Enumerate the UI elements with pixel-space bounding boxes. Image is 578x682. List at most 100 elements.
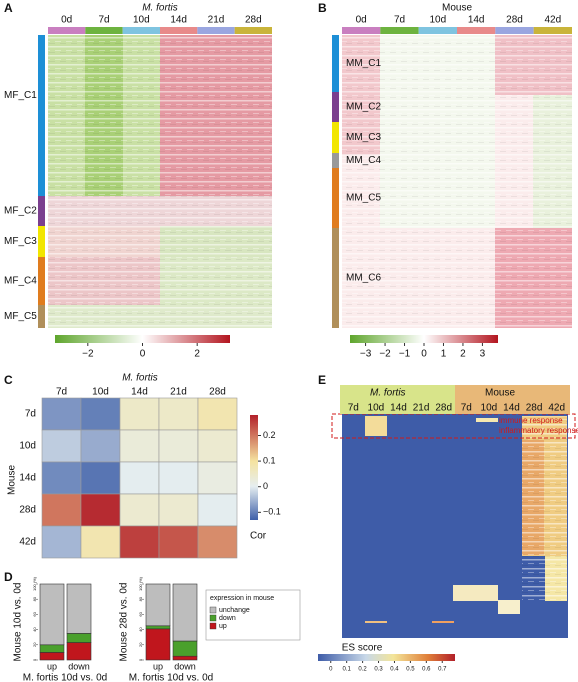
column-label: 42d <box>548 403 565 414</box>
column-label: 21d <box>208 15 225 26</box>
column-label: 14d <box>468 15 485 26</box>
group-label: M. fortis <box>370 388 406 399</box>
column-label: 10d <box>481 403 498 414</box>
bar-segment <box>172 640 198 657</box>
cluster-bar <box>38 35 45 196</box>
row-label: 42d <box>19 537 36 548</box>
cluster-bar <box>38 226 45 257</box>
column-label: 14d <box>503 403 520 414</box>
bar-segment <box>39 583 65 646</box>
bar-segment <box>172 583 198 642</box>
panel-title: M. fortis <box>122 373 158 384</box>
column-label: 14d <box>390 403 407 414</box>
y-tick-label: 40 <box>138 627 143 632</box>
y-tick-label: 60 <box>138 611 143 616</box>
panel-title: Mouse <box>442 3 472 14</box>
legend-box <box>205 589 301 641</box>
colorbar-tick-label: 0.6 <box>422 667 431 673</box>
colorbar-tick-label: −2 <box>379 349 391 360</box>
heat-cell <box>197 493 238 527</box>
cluster-label: MM_C4 <box>346 155 381 166</box>
colorbar-tick-label: 0 <box>140 349 146 360</box>
heat-cell <box>41 461 82 495</box>
bar-segment <box>66 583 92 634</box>
heat-cell <box>41 493 82 527</box>
column-bar <box>122 27 160 34</box>
column-bar <box>342 27 381 34</box>
y-tick-label: 20 <box>32 642 37 647</box>
panel-title: M. fortis <box>142 3 178 14</box>
colorbar-tick-label: 0.3 <box>374 667 383 673</box>
colorbar-tick-label: 0.7 <box>438 667 447 673</box>
annotation: immune response <box>499 416 563 425</box>
heat-cell <box>119 429 160 463</box>
column-bar <box>48 27 86 34</box>
column-label: 10d <box>92 387 109 398</box>
heat-cell <box>158 525 199 559</box>
cluster-bar <box>332 228 339 328</box>
bar-segment <box>172 655 198 661</box>
heat-cell <box>197 525 238 559</box>
bar-segment <box>145 583 171 627</box>
heatmap-a <box>48 35 272 328</box>
heat-cell <box>80 493 121 527</box>
colorbar-tick-label: 0.2 <box>263 430 276 440</box>
column-label: 28d <box>209 387 226 398</box>
cluster-bar <box>332 122 339 153</box>
heat-cell <box>197 461 238 495</box>
legend-label: up <box>219 623 227 630</box>
column-bar <box>495 27 534 34</box>
cluster-bar <box>38 305 45 328</box>
legend-swatch <box>209 622 217 630</box>
y-tick-label: 40 <box>32 627 37 632</box>
panel-label: A <box>4 1 13 15</box>
cluster-label: MF_C5 <box>4 311 37 322</box>
column-label: 7d <box>98 15 109 26</box>
cluster-bar <box>332 35 339 92</box>
column-bar <box>197 27 235 34</box>
colorbar-tick-label: −2 <box>82 349 94 360</box>
x-tick-label: down <box>68 661 90 671</box>
y-tick-label: 0 <box>138 658 143 661</box>
bar-segment <box>39 644 65 653</box>
y-tick-label: 100 (%) <box>138 576 143 591</box>
colorbar-tick-label: −0.1 <box>263 507 281 517</box>
panel-label: C <box>4 373 13 387</box>
y-tick-label: 0 <box>32 658 37 661</box>
y-tick-label: 80 <box>32 596 37 601</box>
heat-cell <box>158 429 199 463</box>
column-label: 21d <box>413 403 430 414</box>
cluster-label: MM_C2 <box>346 102 381 113</box>
column-bar <box>418 27 457 34</box>
cluster-label: MF_C1 <box>4 90 37 101</box>
x-tick-label: down <box>174 661 196 671</box>
column-label: 14d <box>131 387 148 398</box>
heat-cell <box>41 397 82 431</box>
cluster-bar <box>332 92 339 122</box>
colorbar-tick-label: 2 <box>194 349 200 360</box>
colorbar <box>55 335 230 343</box>
column-label: 28d <box>435 403 452 414</box>
panel-label: B <box>318 1 327 15</box>
cluster-bar <box>38 257 45 305</box>
colorbar-title: ES score <box>342 643 383 654</box>
column-label: 10d <box>368 403 385 414</box>
column-label: 0d <box>61 15 72 26</box>
column-bar <box>533 27 572 34</box>
heat-cell <box>119 493 160 527</box>
column-bar <box>85 27 123 34</box>
heatmap-e <box>331 413 576 638</box>
column-bar <box>160 27 198 34</box>
colorbar-tick-label: 0 <box>263 481 268 491</box>
heat-cell <box>158 397 199 431</box>
heat-cell <box>80 525 121 559</box>
y-tick-label: 60 <box>32 611 37 616</box>
y-axis-label: Mouse 10d vs. 0d <box>13 583 24 662</box>
heat-cell <box>80 397 121 431</box>
cluster-label: MF_C2 <box>4 206 37 217</box>
heat-cell <box>41 525 82 559</box>
column-label: 7d <box>348 403 359 414</box>
heat-cell <box>197 429 238 463</box>
column-label: 7d <box>394 15 405 26</box>
